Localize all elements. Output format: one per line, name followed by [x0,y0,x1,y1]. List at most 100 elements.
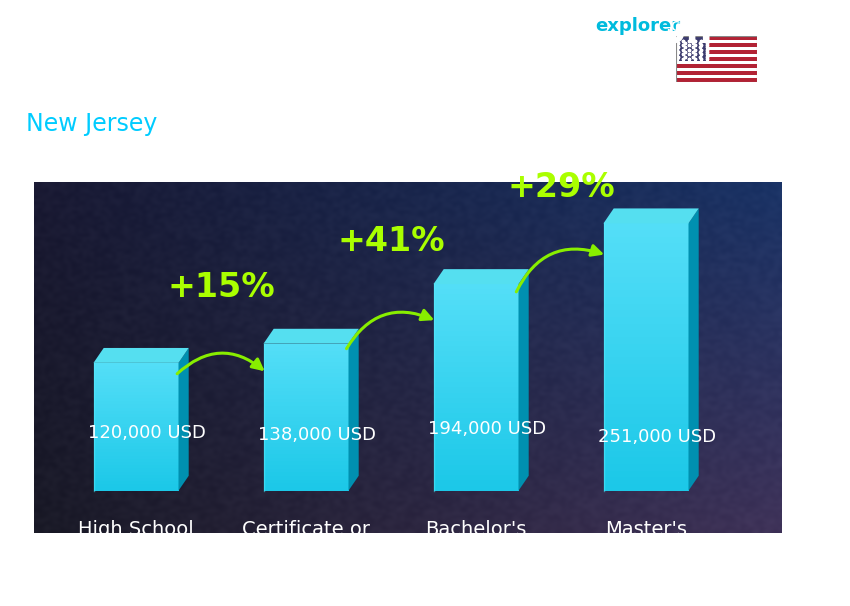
Bar [676,36,756,40]
Polygon shape [264,377,348,381]
Polygon shape [434,336,518,341]
Polygon shape [434,367,518,372]
Polygon shape [434,341,518,346]
Text: New Jersey: New Jersey [26,112,157,136]
Polygon shape [604,297,689,304]
Polygon shape [604,364,689,370]
Polygon shape [434,325,518,330]
Polygon shape [94,376,178,379]
Polygon shape [604,357,689,364]
Text: 120,000 USD: 120,000 USD [88,424,207,442]
Polygon shape [94,478,178,481]
Polygon shape [434,454,518,460]
Polygon shape [604,478,689,484]
Polygon shape [434,289,518,295]
Bar [676,54,756,58]
Polygon shape [434,330,518,336]
Polygon shape [264,370,348,373]
Polygon shape [264,428,348,432]
Polygon shape [94,443,178,446]
Polygon shape [518,269,529,491]
Bar [676,47,756,50]
Bar [676,72,756,75]
Polygon shape [94,427,178,430]
Polygon shape [94,484,178,487]
Bar [676,50,756,54]
Polygon shape [264,439,348,443]
Polygon shape [348,329,359,491]
Polygon shape [434,481,518,485]
Polygon shape [94,471,178,474]
Bar [676,75,756,78]
Bar [676,64,756,68]
Polygon shape [434,284,518,289]
Polygon shape [434,377,518,382]
Polygon shape [94,411,178,414]
Polygon shape [434,475,518,481]
Polygon shape [434,418,518,424]
Polygon shape [94,468,178,471]
Polygon shape [604,397,689,404]
Polygon shape [604,484,689,491]
Text: explorer: explorer [595,17,680,35]
Polygon shape [94,395,178,398]
Polygon shape [94,398,178,401]
Polygon shape [94,391,178,395]
Polygon shape [94,408,178,411]
Polygon shape [94,404,178,408]
Polygon shape [604,430,689,437]
Polygon shape [264,454,348,458]
Polygon shape [604,337,689,344]
Polygon shape [264,391,348,395]
Polygon shape [434,346,518,351]
Polygon shape [94,414,178,417]
Polygon shape [264,358,348,362]
Polygon shape [604,417,689,424]
Polygon shape [434,382,518,387]
Polygon shape [434,428,518,434]
Polygon shape [264,447,348,450]
Polygon shape [604,390,689,397]
Polygon shape [604,451,689,458]
Polygon shape [94,474,178,478]
Polygon shape [604,464,689,471]
Polygon shape [434,299,518,305]
Polygon shape [264,465,348,468]
Polygon shape [434,315,518,320]
Polygon shape [264,366,348,370]
Polygon shape [604,317,689,324]
Polygon shape [434,444,518,450]
Polygon shape [94,462,178,465]
Polygon shape [264,480,348,484]
Polygon shape [604,324,689,330]
Polygon shape [264,468,348,472]
Polygon shape [264,487,348,491]
Polygon shape [264,329,359,344]
Polygon shape [94,417,178,421]
Text: +41%: +41% [337,225,445,259]
Polygon shape [94,379,178,382]
Bar [676,44,756,47]
Polygon shape [434,424,518,428]
Polygon shape [264,344,348,347]
Polygon shape [604,304,689,310]
Polygon shape [264,484,348,487]
Polygon shape [604,377,689,384]
Polygon shape [94,369,178,373]
Polygon shape [94,446,178,449]
Polygon shape [264,443,348,447]
Polygon shape [434,434,518,439]
Polygon shape [604,277,689,284]
Polygon shape [604,410,689,417]
Polygon shape [434,387,518,393]
Polygon shape [604,290,689,297]
Polygon shape [604,284,689,290]
Polygon shape [434,460,518,465]
Polygon shape [434,295,518,299]
Polygon shape [434,351,518,356]
Polygon shape [434,356,518,362]
Polygon shape [264,472,348,476]
Polygon shape [434,310,518,315]
Text: Master's
Degree: Master's Degree [605,521,687,565]
Text: Certificate or
Diploma: Certificate or Diploma [242,521,370,565]
